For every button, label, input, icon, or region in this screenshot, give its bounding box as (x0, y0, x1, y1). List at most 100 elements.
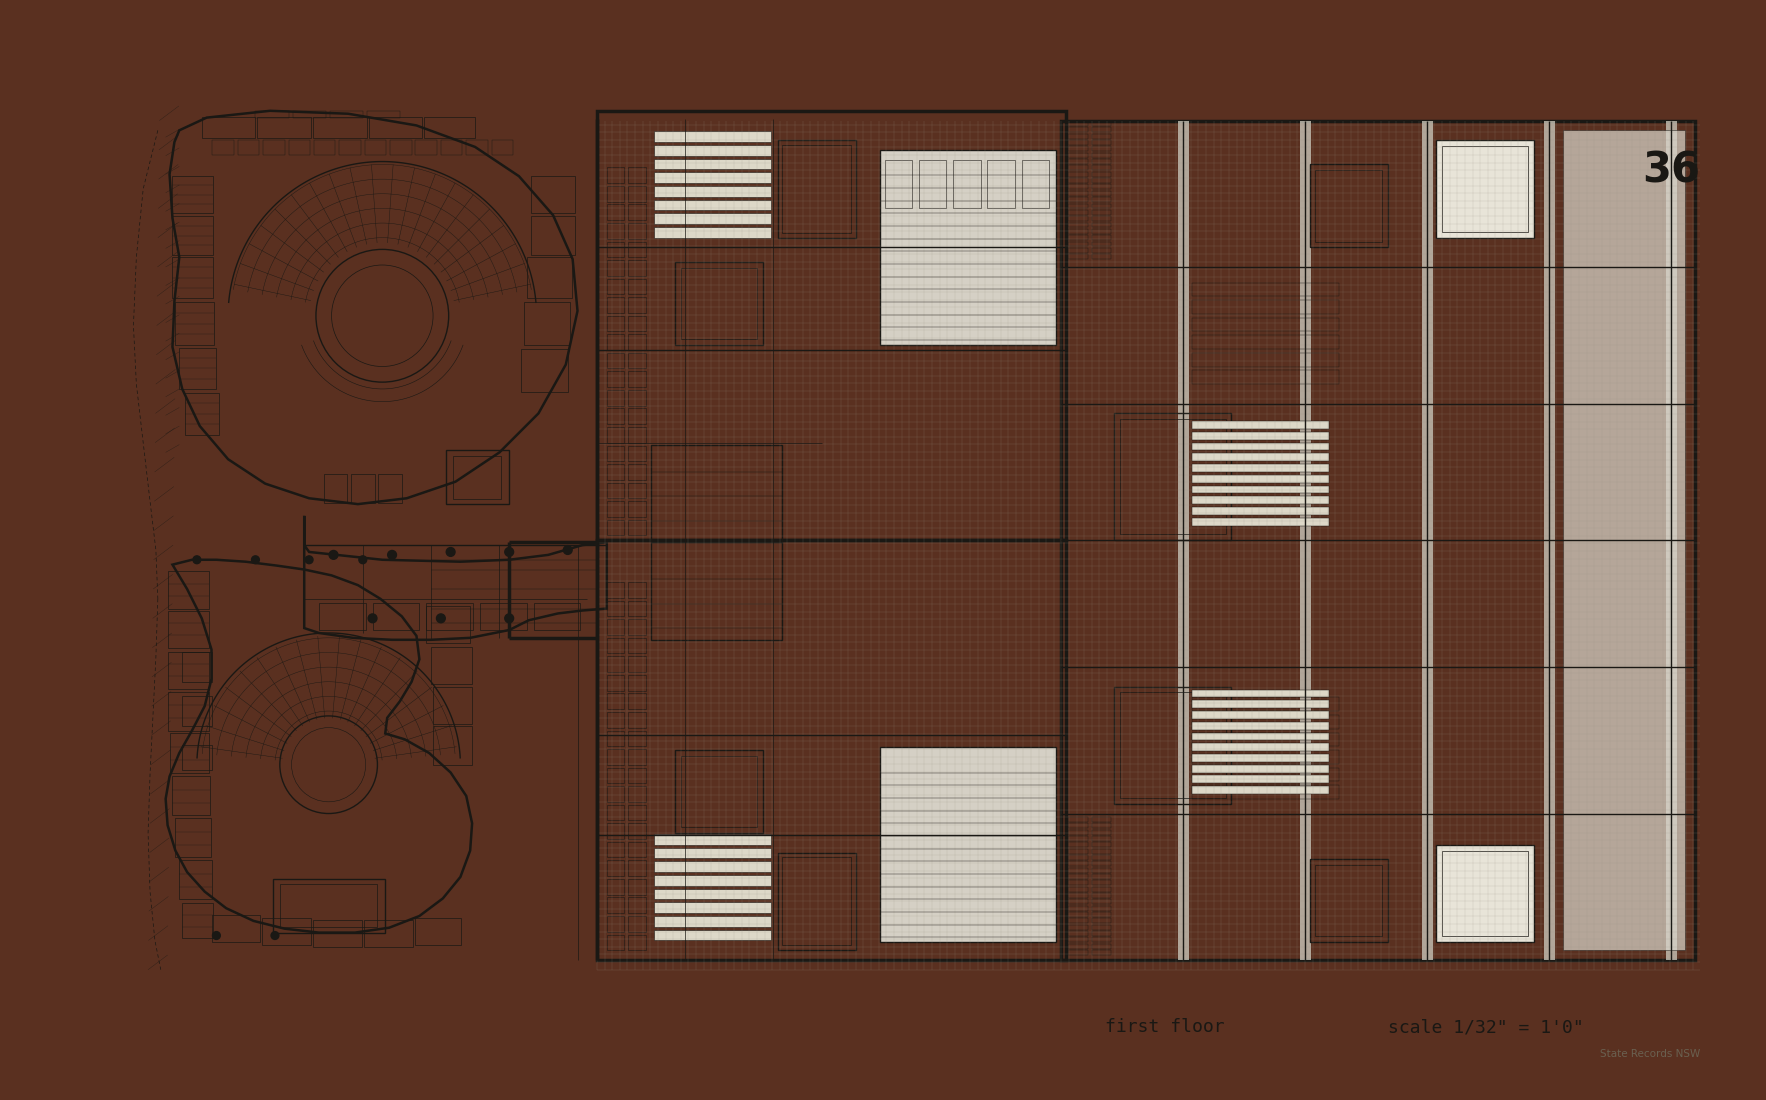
Bar (1192, 432, 1330, 440)
Bar (675, 750, 763, 833)
Bar (608, 619, 625, 635)
Bar (1192, 764, 1330, 772)
Bar (629, 619, 646, 635)
Bar (1068, 204, 1088, 208)
Bar (1192, 300, 1339, 313)
Circle shape (358, 556, 367, 563)
Bar (1068, 160, 1088, 164)
Bar (653, 861, 770, 872)
Bar (653, 874, 770, 886)
Bar (608, 408, 625, 425)
Bar (173, 777, 210, 815)
Bar (1192, 768, 1339, 781)
Bar (1300, 121, 1312, 960)
Bar (608, 935, 625, 950)
Bar (653, 916, 770, 926)
Bar (1068, 140, 1088, 145)
Bar (608, 186, 625, 201)
Bar (1068, 836, 1088, 840)
Bar (1068, 153, 1088, 157)
Bar (530, 217, 574, 255)
Bar (1068, 887, 1088, 892)
Bar (879, 150, 1056, 345)
Bar (777, 140, 857, 238)
Bar (1091, 160, 1111, 164)
Bar (1091, 229, 1111, 234)
Circle shape (212, 932, 221, 939)
Bar (175, 302, 214, 345)
Bar (1443, 850, 1528, 936)
Bar (1091, 861, 1111, 866)
Bar (1543, 121, 1556, 960)
Bar (173, 176, 214, 213)
Bar (629, 389, 646, 406)
Bar (1192, 336, 1339, 349)
Bar (180, 860, 212, 900)
Circle shape (192, 556, 201, 563)
Bar (1068, 254, 1088, 260)
Bar (608, 768, 625, 783)
Bar (629, 186, 646, 201)
Bar (629, 205, 646, 220)
Bar (1068, 121, 1088, 125)
Bar (629, 749, 646, 764)
Bar (597, 111, 1065, 540)
Bar (1316, 866, 1381, 936)
Bar (323, 474, 348, 503)
Bar (1436, 140, 1535, 238)
Bar (1068, 128, 1088, 132)
Bar (629, 786, 646, 802)
Bar (1068, 893, 1088, 898)
Bar (629, 823, 646, 839)
Bar (1091, 905, 1111, 911)
Bar (339, 140, 360, 155)
Bar (629, 519, 646, 536)
Bar (180, 348, 217, 389)
Circle shape (270, 932, 279, 939)
Bar (608, 278, 625, 295)
Bar (1192, 786, 1330, 794)
Bar (1068, 855, 1088, 860)
Bar (608, 898, 625, 913)
Bar (1068, 912, 1088, 917)
Bar (1091, 185, 1111, 189)
Bar (1068, 861, 1088, 866)
Bar (1091, 153, 1111, 157)
Bar (1665, 121, 1678, 960)
Bar (442, 140, 463, 155)
Circle shape (436, 614, 445, 623)
Bar (1068, 843, 1088, 847)
Bar (263, 140, 284, 155)
Bar (1091, 931, 1111, 936)
Bar (1091, 254, 1111, 260)
Bar (433, 686, 472, 724)
Bar (424, 117, 475, 139)
Circle shape (367, 614, 376, 623)
Bar (1091, 172, 1111, 177)
Bar (629, 860, 646, 876)
Bar (629, 483, 646, 498)
Bar (175, 818, 210, 857)
Bar (608, 657, 625, 672)
Bar (629, 842, 646, 857)
Bar (629, 712, 646, 727)
Bar (1192, 754, 1330, 762)
Bar (650, 542, 782, 640)
Bar (426, 603, 473, 630)
Bar (1192, 785, 1339, 799)
Bar (629, 334, 646, 350)
Bar (364, 920, 413, 947)
Bar (1091, 887, 1111, 892)
Bar (629, 223, 646, 239)
Bar (629, 167, 646, 183)
Bar (182, 903, 214, 938)
Bar (1091, 855, 1111, 860)
Bar (1068, 235, 1088, 240)
Bar (1091, 944, 1111, 948)
Bar (1091, 178, 1111, 183)
Bar (608, 372, 625, 387)
Bar (182, 745, 212, 770)
Bar (629, 675, 646, 691)
Bar (1091, 190, 1111, 196)
Bar (431, 647, 472, 684)
